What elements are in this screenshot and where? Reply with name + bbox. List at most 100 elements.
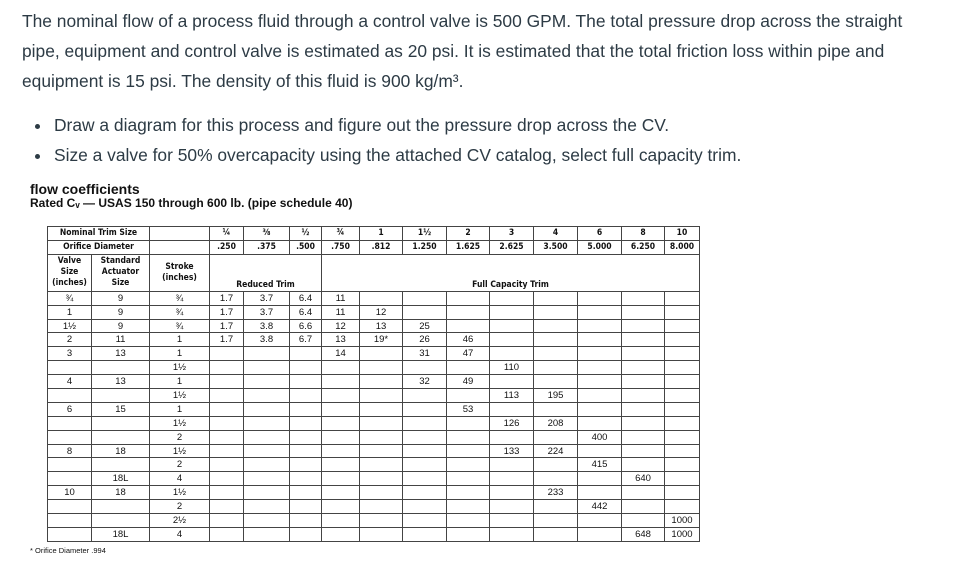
cv-cell xyxy=(359,290,403,306)
cv-cell: 3.7 xyxy=(243,290,290,306)
valve-size-cell xyxy=(47,457,92,473)
cv-cell xyxy=(209,374,244,390)
cv-cell xyxy=(209,485,244,501)
cv-cell xyxy=(664,401,700,417)
cv-cell xyxy=(402,360,447,376)
stroke-cell: 1 xyxy=(149,401,210,417)
cv-cell xyxy=(446,429,490,445)
cv-cell xyxy=(359,499,403,515)
table-row: 10 18 1½ 233 xyxy=(47,485,700,501)
cv-cell xyxy=(243,499,290,515)
cv-cell xyxy=(446,513,490,528)
actuator-cell: 18L xyxy=(91,526,150,542)
table-row: 2 400 xyxy=(47,429,700,445)
cv-cell xyxy=(621,332,665,348)
actuator-cell: 18L xyxy=(91,471,150,487)
stroke-cell: 2½ xyxy=(149,513,210,528)
cv-cell xyxy=(489,457,534,473)
cv-cell xyxy=(664,388,700,403)
cv-cell xyxy=(402,415,447,431)
actuator-header: Standard Actuator Size xyxy=(91,253,150,292)
cv-cell xyxy=(209,388,244,403)
cv-cell xyxy=(621,360,665,376)
cv-cell xyxy=(321,526,360,542)
cv-cell xyxy=(664,332,700,348)
cv-cell xyxy=(577,346,622,362)
reduced-trim-label: Reduced Trim xyxy=(209,253,322,292)
cv-cell: 32 xyxy=(402,374,447,390)
cv-cell xyxy=(402,290,447,306)
cv-cell: 233 xyxy=(533,485,578,501)
cv-cell xyxy=(664,457,700,473)
orifice-diameter: .812 xyxy=(359,239,403,255)
valve-size-cell xyxy=(47,360,92,376)
cv-cell: 1.7 xyxy=(209,332,244,348)
footnote: * Orifice Diameter .994 xyxy=(30,545,106,555)
cv-cell xyxy=(446,457,490,473)
cv-cell xyxy=(446,443,490,459)
cv-cell xyxy=(577,290,622,306)
cv-cell xyxy=(621,443,665,459)
cv-cell xyxy=(446,499,490,515)
cv-cell xyxy=(489,513,534,528)
actuator-cell: 9 xyxy=(91,318,150,334)
cv-cell xyxy=(321,443,360,459)
valve-size-cell xyxy=(47,388,92,403)
stroke-cell: 1½ xyxy=(149,485,210,501)
cv-cell xyxy=(489,471,534,487)
cv-cell xyxy=(321,388,360,403)
cv-cell: 12 xyxy=(321,318,360,334)
cv-cell xyxy=(489,401,534,417)
cv-cell xyxy=(489,485,534,501)
valve-size-cell: 3 xyxy=(47,346,92,362)
table-row: 4 13 1 32 49 xyxy=(47,374,700,390)
task-item: Draw a diagram for this process and figu… xyxy=(52,110,741,140)
cv-cell xyxy=(664,374,700,390)
full-capacity-trim-label: Full Capacity Trim xyxy=(321,253,700,292)
cv-cell xyxy=(289,457,322,473)
cv-cell xyxy=(321,429,360,445)
header-row-columns: Valve Size (inches) Standard Actuator Siz… xyxy=(47,253,700,292)
cv-cell xyxy=(243,346,290,362)
cv-cell: 6.4 xyxy=(289,290,322,306)
cv-cell xyxy=(243,471,290,487)
valve-size-cell: 8 xyxy=(47,443,92,459)
cv-cell xyxy=(533,332,578,348)
valve-size-cell: 6 xyxy=(47,401,92,417)
catalog-title: flow coefficients xyxy=(30,181,140,197)
trim-size-header: 4 xyxy=(533,226,578,241)
cv-cell xyxy=(289,360,322,376)
cv-cell xyxy=(533,374,578,390)
cv-cell: 11 xyxy=(321,304,360,320)
orifice-diameter: 1.625 xyxy=(446,239,490,255)
cv-cell xyxy=(621,457,665,473)
cv-cell: 208 xyxy=(533,415,578,431)
cv-cell xyxy=(621,513,665,528)
cv-cell xyxy=(402,513,447,528)
cv-cell xyxy=(359,526,403,542)
cv-cell: 3.7 xyxy=(243,304,290,320)
cv-cell xyxy=(209,360,244,376)
cv-cell xyxy=(489,526,534,542)
cv-cell xyxy=(359,346,403,362)
cv-cell xyxy=(533,318,578,334)
cv-cell xyxy=(533,290,578,306)
cv-cell xyxy=(577,471,622,487)
cv-cell xyxy=(359,401,403,417)
actuator-cell xyxy=(91,360,150,376)
actuator-cell: 9 xyxy=(91,290,150,306)
table-cell xyxy=(149,226,210,241)
valve-size-cell xyxy=(47,499,92,515)
table-row: 1½ 9 ¾ 1.7 3.8 6.6 12 13 25 xyxy=(47,318,700,334)
cv-cell: 49 xyxy=(446,374,490,390)
nominal-trim-label: Nominal Trim Size xyxy=(47,226,150,241)
cv-cell xyxy=(243,374,290,390)
stroke-cell: 1 xyxy=(149,332,210,348)
table-row: 2½ 1000 xyxy=(47,513,700,528)
stroke-cell: 1½ xyxy=(149,360,210,376)
cv-cell xyxy=(621,499,665,515)
orifice-label: Orifice Diameter xyxy=(47,239,150,255)
cv-cell xyxy=(359,513,403,528)
table-row: 2 415 xyxy=(47,457,700,473)
cv-cell xyxy=(621,401,665,417)
